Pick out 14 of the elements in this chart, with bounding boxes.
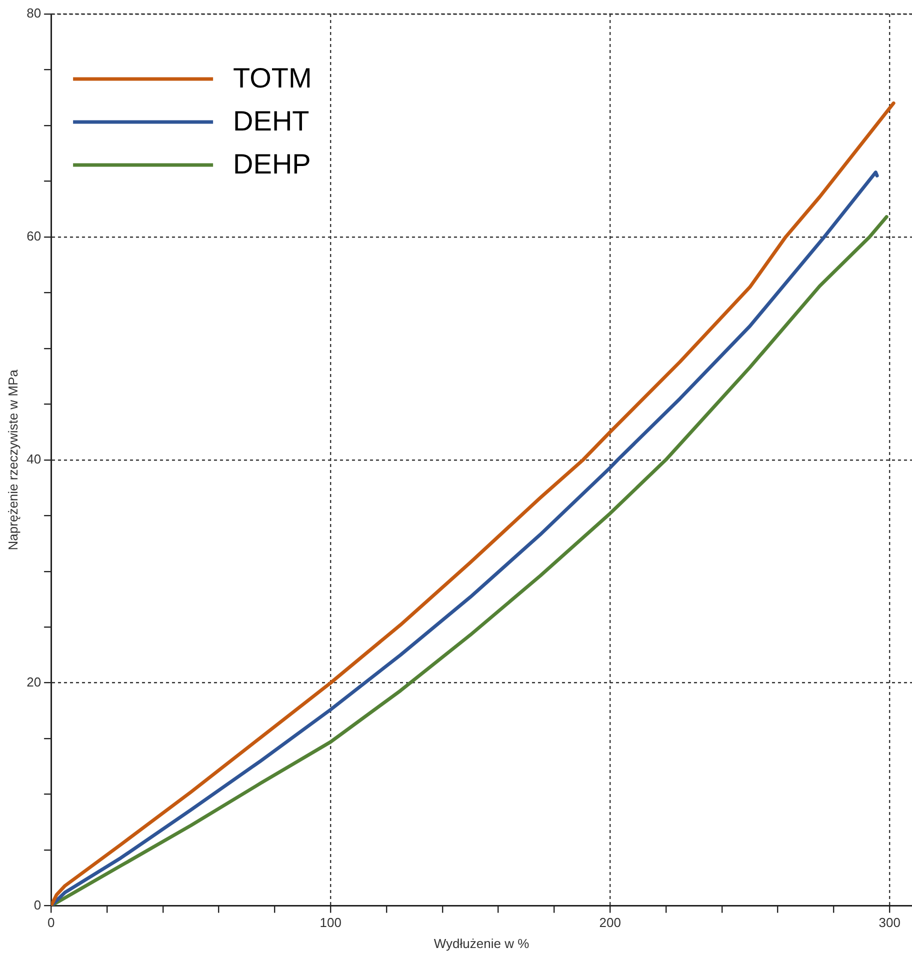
- x-tick-label: 200: [599, 915, 621, 930]
- legend-label: DEHT: [233, 106, 310, 137]
- legend-label: DEHP: [233, 148, 311, 180]
- legend-label: TOTM: [233, 62, 312, 94]
- y-tick-label: 80: [26, 6, 42, 21]
- x-tick-label: 300: [878, 915, 900, 930]
- y-tick-label: 20: [26, 674, 42, 690]
- y-tick-label: 40: [26, 451, 42, 466]
- y-tick-label: 0: [34, 897, 42, 912]
- x-axis-title: Wydłużenie w %: [434, 936, 530, 951]
- y-axis-title: Naprężenie rzeczywiste w MPa: [5, 368, 20, 550]
- x-tick-label: 0: [47, 915, 55, 930]
- y-tick-label: 60: [26, 228, 42, 244]
- x-tick-label: 100: [320, 915, 342, 930]
